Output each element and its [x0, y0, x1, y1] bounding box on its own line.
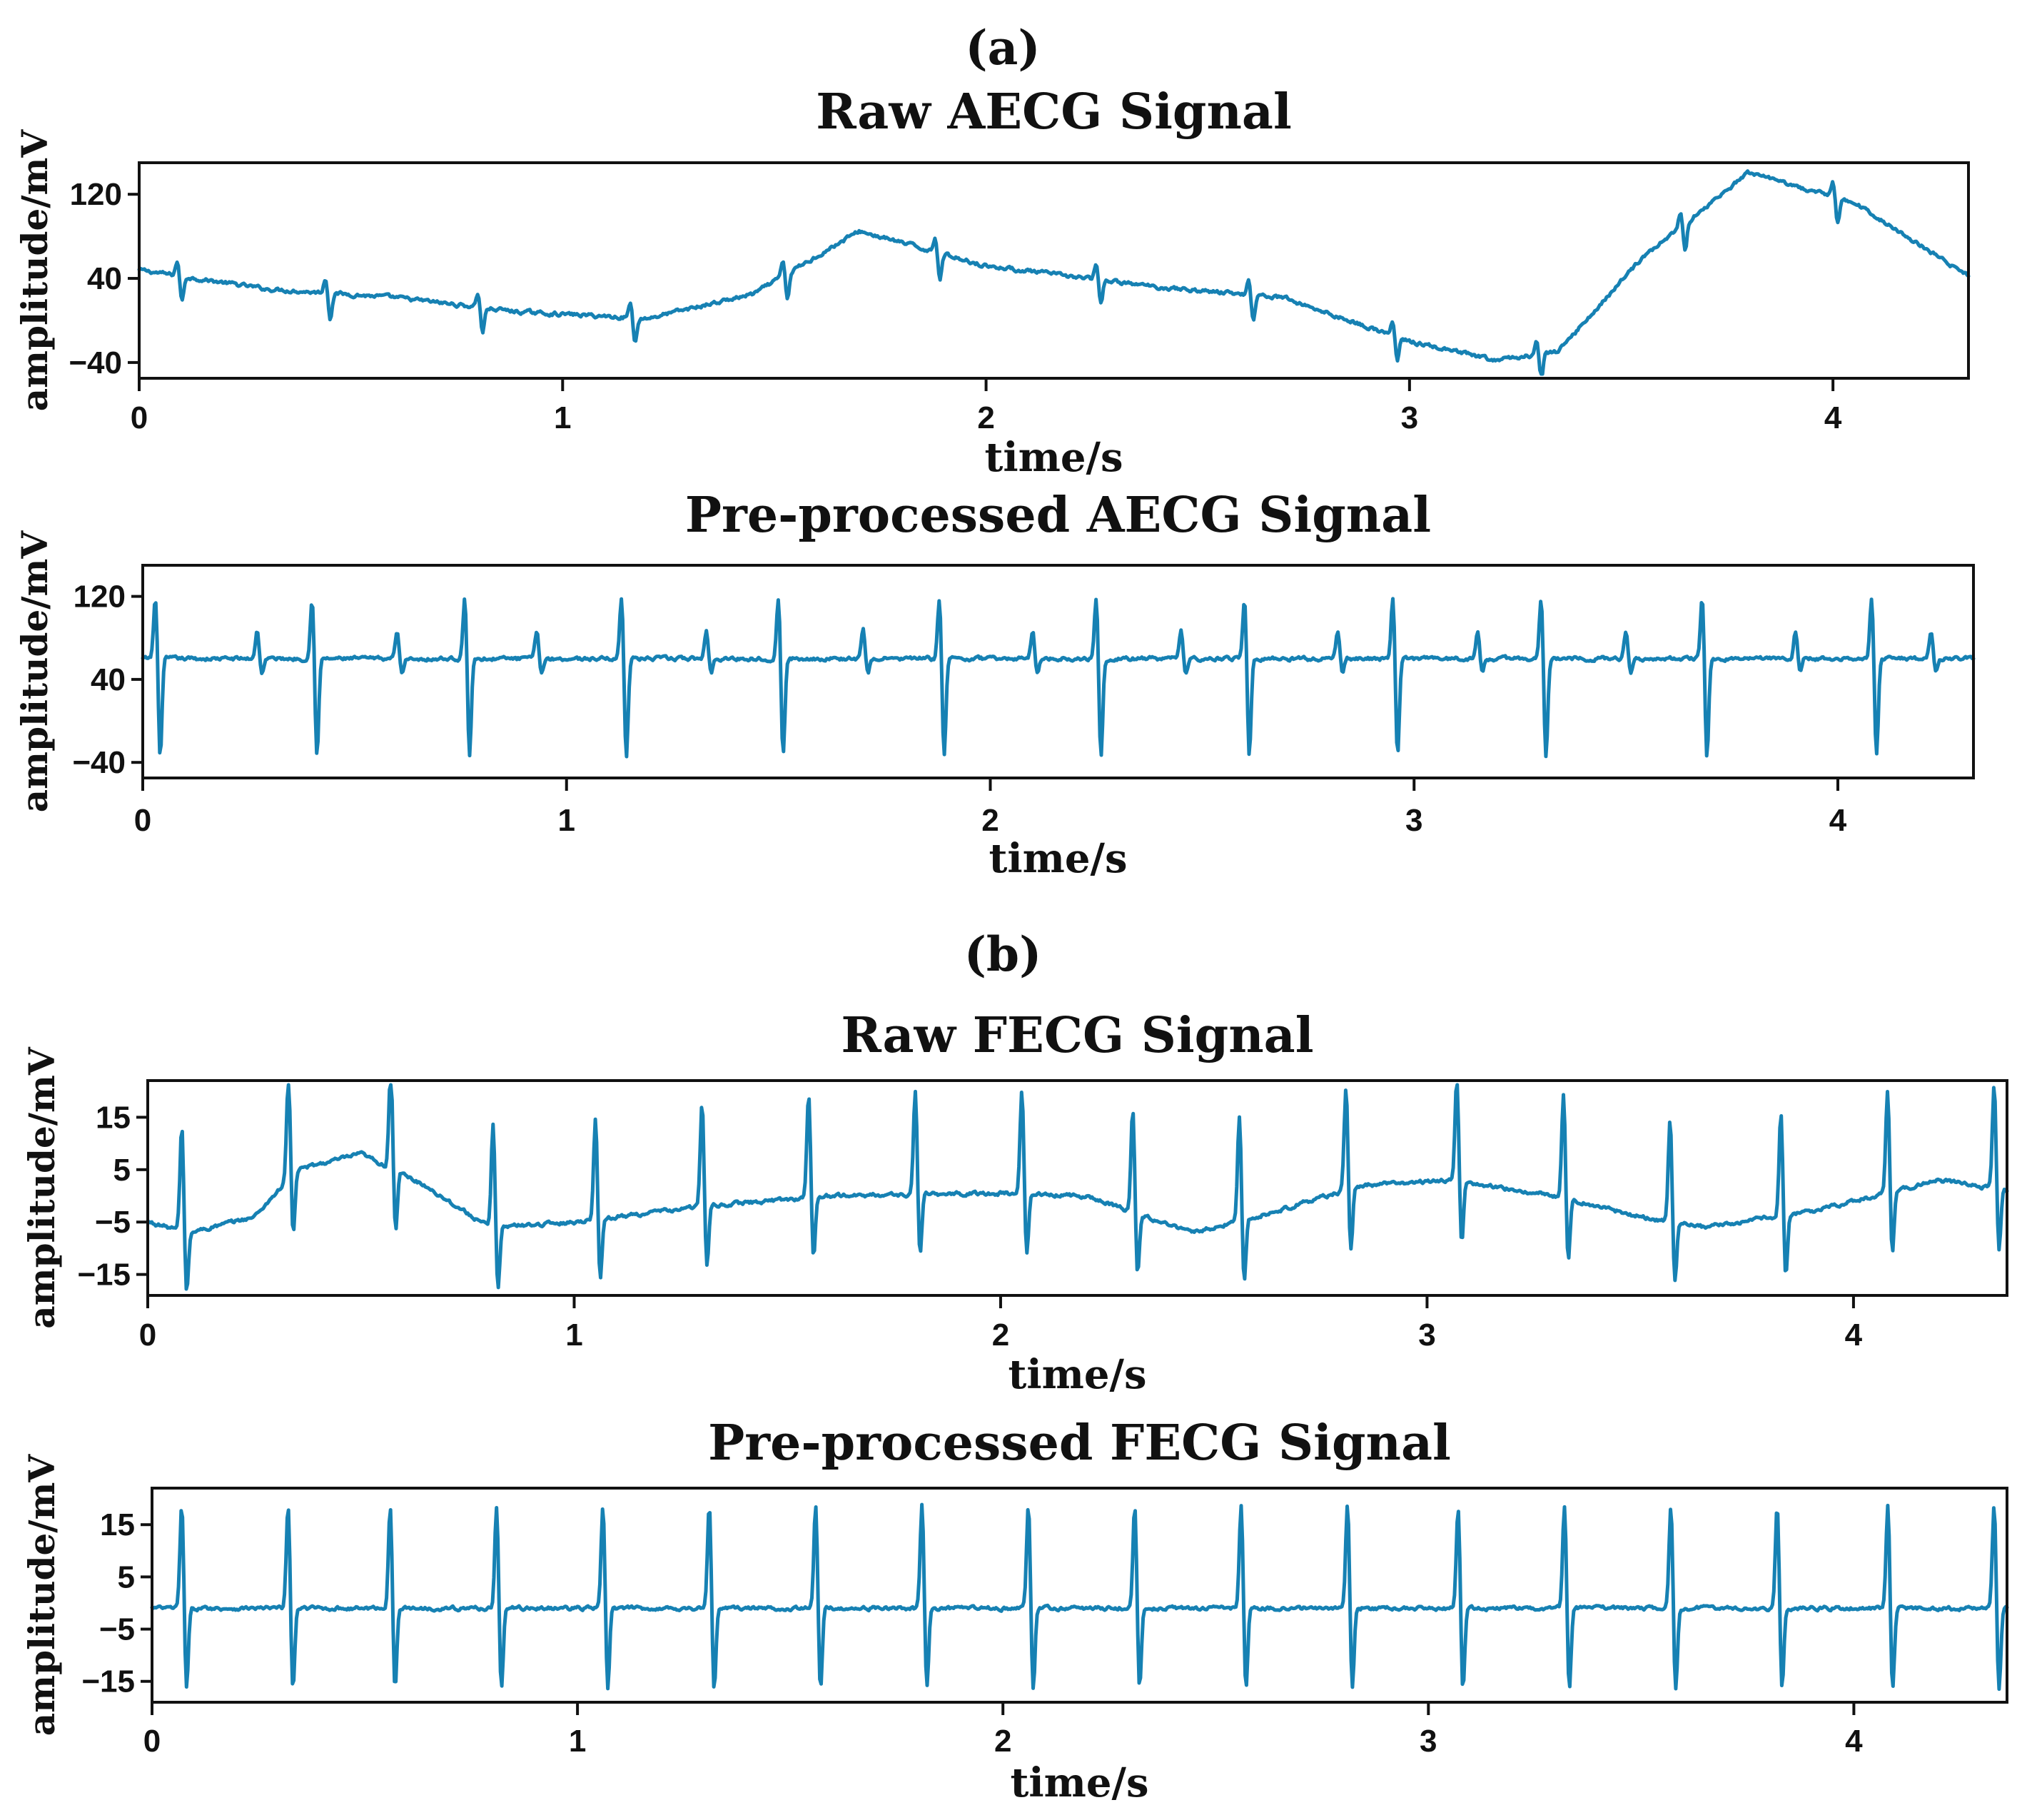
x-tick-label: 4: [1829, 803, 1847, 838]
y-tick-label: 40: [91, 662, 126, 697]
signal-line: [137, 169, 1971, 376]
y-tick-label: 5: [113, 1153, 131, 1188]
panel-label-b: (b): [964, 926, 1042, 982]
chart-4: Pre-processed FECG Signal 0 1 2 3 4 15 5 −5 −15 ti…: [21, 1415, 2009, 1806]
chart-title: Pre-processed AECG Signal: [685, 487, 1431, 544]
x-tick-label: 1: [565, 1318, 582, 1353]
plot-frame: [146, 1079, 2008, 1297]
x-axis-label: time/s: [989, 835, 1127, 882]
x-tick-label: 2: [981, 803, 999, 838]
signal-line: [141, 597, 1976, 759]
y-tick-label: −5: [99, 1612, 135, 1647]
x-tick-label: 3: [1405, 803, 1422, 838]
y-tick-label: −15: [77, 1258, 131, 1293]
x-axis-label: time/s: [984, 434, 1123, 481]
plot-frame: [141, 564, 1975, 779]
x-tick-label: 1: [554, 400, 571, 435]
signal-line: [146, 1083, 2009, 1291]
y-axis-label: amplitude/mV: [21, 1046, 63, 1329]
y-tick-label: 120: [70, 177, 122, 212]
chart-title: Pre-processed FECG Signal: [708, 1415, 1451, 1472]
x-tick-label: 4: [1824, 400, 1842, 435]
chart-title: Raw FECG Signal: [841, 1007, 1313, 1064]
x-tick-label: 3: [1420, 1724, 1437, 1759]
y-tick-label: −40: [69, 345, 122, 380]
y-tick-label: −15: [81, 1664, 135, 1699]
x-axis-label: time/s: [1008, 1351, 1146, 1398]
x-tick-label: 0: [139, 1318, 156, 1353]
x-tick-label: 0: [131, 400, 148, 435]
x-tick-label: 4: [1845, 1724, 1863, 1759]
x-tick-label: 4: [1845, 1318, 1863, 1353]
y-axis-label: amplitude/mV: [14, 530, 56, 813]
y-tick-label: 15: [100, 1507, 135, 1542]
x-tick-label: 3: [1418, 1318, 1435, 1353]
x-tick-label: 0: [143, 1724, 161, 1759]
x-tick-label: 2: [994, 1724, 1011, 1759]
x-axis-label: time/s: [1010, 1759, 1148, 1806]
chart-2: Pre-processed AECG Signal 0 1 2 3 4 120 40 −40 ti…: [14, 487, 1976, 882]
x-tick-label: 0: [134, 803, 151, 838]
y-tick-label: 40: [87, 261, 122, 296]
y-tick-label: −40: [72, 745, 126, 780]
y-tick-label: 15: [96, 1100, 131, 1135]
y-axis-label: amplitude/mV: [14, 129, 56, 412]
chart-title: Raw AECG Signal: [816, 84, 1292, 141]
plot-frame: [151, 1487, 2008, 1704]
signal-line: [150, 1502, 2009, 1692]
y-axis-label: amplitude/mV: [21, 1454, 63, 1736]
chart-3: Raw FECG Signal 0 1 2 3 4 15 5 −5 −15 time/s amplit…: [21, 1007, 2009, 1398]
x-tick-label: 2: [977, 400, 994, 435]
plot-frame: [138, 161, 1970, 380]
x-tick-label: 2: [992, 1318, 1009, 1353]
x-tick-label: 1: [558, 803, 575, 838]
chart-1: Raw AECG Signal 0 1 2 3 4 120 40 −40 time/s amplit…: [14, 84, 1971, 481]
y-tick-label: −5: [95, 1205, 131, 1240]
y-tick-label: 5: [118, 1559, 135, 1594]
x-tick-label: 1: [569, 1724, 586, 1759]
panel-label-a: (a): [965, 20, 1040, 76]
x-tick-label: 3: [1401, 400, 1418, 435]
y-tick-label: 120: [74, 580, 126, 615]
